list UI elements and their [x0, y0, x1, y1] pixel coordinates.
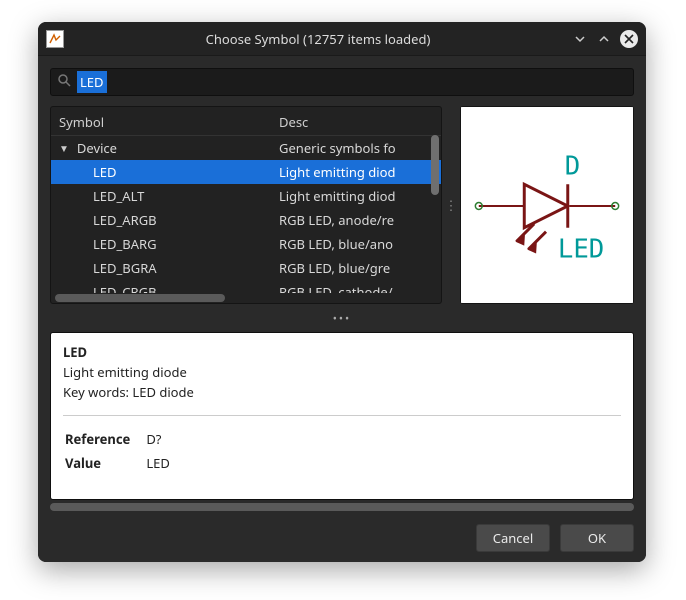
- info-divider: [63, 415, 621, 416]
- horizontal-splitter[interactable]: •••: [50, 314, 634, 322]
- symbol-preview: D LED: [460, 106, 634, 304]
- info-keywords: Key words: LED diode: [63, 383, 621, 401]
- list-item[interactable]: LED_ARGBRGB LED, anode/re: [51, 208, 441, 232]
- info-fields-table: ReferenceD?ValueLED: [63, 426, 186, 476]
- close-icon[interactable]: [620, 30, 638, 48]
- dialog-body: LED Symbol Desc ▼DeviceGeneric symbols f…: [38, 56, 646, 562]
- info-hscroll[interactable]: [50, 502, 634, 512]
- middle-split: Symbol Desc ▼DeviceGeneric symbols foLED…: [50, 106, 634, 304]
- maximize-icon[interactable]: [596, 31, 612, 47]
- titlebar: Choose Symbol (12757 items loaded): [38, 22, 646, 56]
- list-item[interactable]: LED_BARGRGB LED, blue/ano: [51, 232, 441, 256]
- list-header: Symbol Desc: [51, 107, 441, 136]
- list-item[interactable]: LED_CRGBRGB LED, cathode/: [51, 280, 441, 293]
- cancel-button[interactable]: Cancel: [476, 524, 550, 552]
- dialog-window: Choose Symbol (12757 items loaded) LED S…: [38, 22, 646, 562]
- list-item[interactable]: LED_ALTLight emitting diod: [51, 184, 441, 208]
- info-panel: LED Light emitting diode Key words: LED …: [50, 332, 634, 500]
- symbol-list: Symbol Desc ▼DeviceGeneric symbols foLED…: [50, 106, 442, 304]
- search-input[interactable]: LED: [77, 71, 107, 93]
- app-icon: [46, 30, 64, 48]
- window-title: Choose Symbol (12757 items loaded): [72, 30, 564, 48]
- list-item[interactable]: LED_BGRARGB LED, blue/gre: [51, 256, 441, 280]
- info-desc: Light emitting diode: [63, 363, 621, 381]
- list-hscroll[interactable]: [51, 293, 441, 303]
- svg-text:LED: LED: [558, 234, 604, 264]
- list-item[interactable]: LEDLight emitting diod: [51, 160, 441, 184]
- list-rows: ▼DeviceGeneric symbols foLEDLight emitti…: [51, 136, 441, 293]
- info-wrap: LED Light emitting diode Key words: LED …: [50, 332, 634, 512]
- vertical-splitter[interactable]: ⋮: [448, 106, 454, 304]
- info-field-row: ValueLED: [65, 452, 184, 474]
- search-icon: [57, 73, 71, 91]
- svg-text:D: D: [565, 151, 580, 181]
- button-row: Cancel OK: [50, 522, 634, 552]
- search-field[interactable]: LED: [50, 68, 634, 96]
- col-symbol-header[interactable]: Symbol: [59, 113, 279, 131]
- col-desc-header[interactable]: Desc: [279, 113, 433, 131]
- list-vscroll[interactable]: [431, 135, 439, 287]
- minimize-icon[interactable]: [572, 31, 588, 47]
- ok-button[interactable]: OK: [560, 524, 634, 552]
- info-field-row: ReferenceD?: [65, 428, 184, 450]
- info-name: LED: [63, 343, 621, 361]
- list-group-row[interactable]: ▼DeviceGeneric symbols fo: [51, 136, 441, 160]
